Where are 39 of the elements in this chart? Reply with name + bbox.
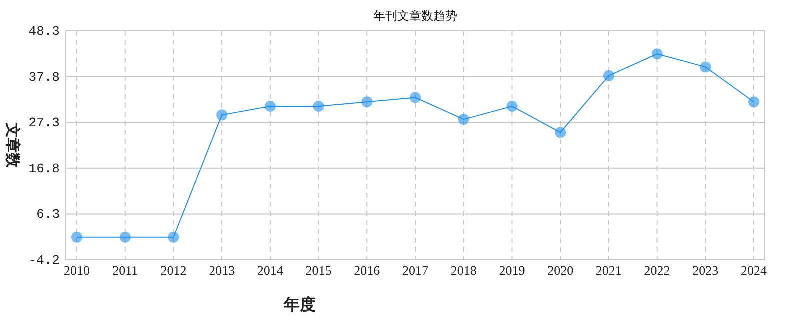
y-tick-label: 48.3 <box>28 24 60 39</box>
y-tick-label: 6.3 <box>36 207 60 222</box>
point <box>652 48 663 60</box>
chart-title: 年刊文章数趋势 <box>374 9 458 23</box>
point <box>216 110 228 121</box>
x-tick-label: 2022 <box>644 263 670 278</box>
x-axis-title: 年度 <box>283 295 316 314</box>
point <box>748 96 760 108</box>
x-tick-label: 2014 <box>257 263 284 278</box>
y-tick-label: 27.3 <box>28 116 60 131</box>
x-tick-label: 2015 <box>306 263 332 278</box>
x-tick-label: 2011 <box>112 263 138 278</box>
x-tick-label: 2017 <box>402 263 429 278</box>
x-tick-label: 2018 <box>450 263 477 278</box>
point <box>603 70 614 82</box>
point <box>264 100 276 112</box>
x-tick-label: 2020 <box>548 263 574 278</box>
x-tick-label: 2016 <box>354 263 381 278</box>
y-tick-label: 16.8 <box>28 161 60 176</box>
point <box>313 100 324 112</box>
point <box>362 96 373 108</box>
point <box>458 114 470 126</box>
x-tick-label: 2019 <box>499 263 526 278</box>
x-tick-label: 2024 <box>741 263 768 278</box>
x-tick-label: 2013 <box>209 263 236 278</box>
point <box>120 232 131 243</box>
point <box>410 92 421 104</box>
x-tick-label: 2021 <box>596 263 622 278</box>
y-tick-label: -4.2 <box>28 253 60 268</box>
x-tick-label: 2012 <box>160 263 187 278</box>
x-tick-label: 2010 <box>64 263 90 278</box>
x-tick-label: 2023 <box>692 263 719 278</box>
y-axis-title: 文章数 <box>4 122 22 169</box>
y-tick-label: 37.8 <box>28 70 60 85</box>
point <box>72 232 82 243</box>
point <box>168 232 180 243</box>
point <box>506 100 518 112</box>
point <box>700 62 712 73</box>
point <box>555 127 566 138</box>
